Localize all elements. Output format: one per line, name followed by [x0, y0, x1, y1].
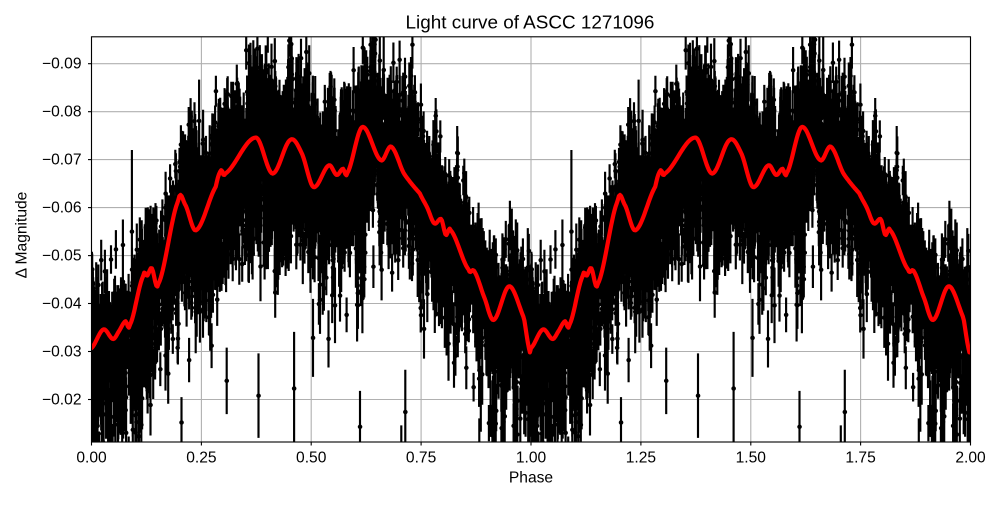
svg-text:0.75: 0.75 [406, 450, 437, 467]
svg-text:0.50: 0.50 [296, 450, 327, 467]
svg-text:−0.07: −0.07 [42, 152, 81, 169]
svg-text:Light curve of ASCC 1271096: Light curve of ASCC 1271096 [406, 13, 655, 34]
svg-text:Δ Magnitude: Δ Magnitude [14, 192, 31, 279]
svg-text:Phase: Phase [509, 469, 553, 486]
svg-text:−0.06: −0.06 [42, 200, 81, 217]
svg-text:0.00: 0.00 [76, 450, 107, 467]
svg-text:−0.05: −0.05 [42, 248, 82, 265]
svg-text:0.25: 0.25 [186, 450, 217, 467]
svg-text:1.75: 1.75 [845, 450, 876, 467]
svg-text:−0.04: −0.04 [42, 295, 82, 312]
svg-text:2.00: 2.00 [955, 450, 986, 467]
svg-text:−0.09: −0.09 [42, 56, 81, 73]
svg-text:−0.03: −0.03 [42, 343, 81, 360]
svg-text:1.50: 1.50 [736, 450, 767, 467]
svg-text:1.00: 1.00 [516, 450, 547, 467]
svg-text:−0.02: −0.02 [42, 391, 81, 408]
svg-text:−0.08: −0.08 [42, 104, 81, 121]
svg-text:1.25: 1.25 [626, 450, 657, 467]
